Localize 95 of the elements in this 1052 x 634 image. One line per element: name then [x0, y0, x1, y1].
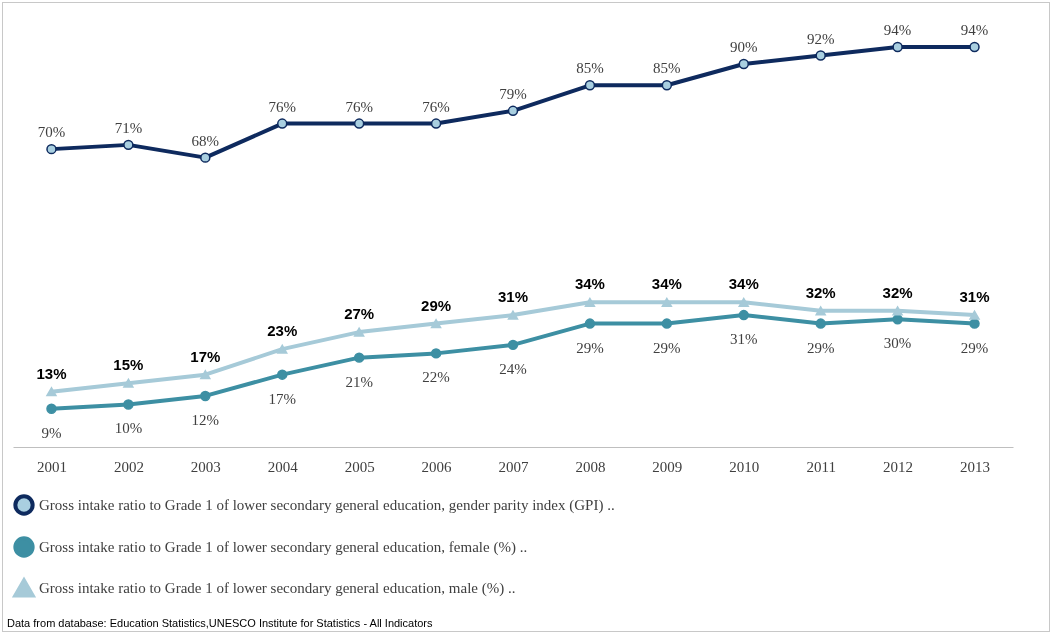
data-label: 30% [883, 335, 912, 352]
point [507, 105, 519, 117]
data-label: 32% [805, 283, 836, 301]
point [969, 41, 980, 53]
point [584, 318, 596, 329]
point [430, 118, 442, 129]
point [123, 378, 134, 388]
x-tick-label: 2013 [960, 458, 991, 475]
data-label: 10% [114, 420, 143, 437]
legend-label: Gross intake ratio to Grade 1 of lower secondary general education, male (%) .. [39, 580, 516, 597]
point [353, 327, 365, 337]
data-label: 13% [36, 364, 67, 382]
point [969, 310, 980, 320]
point [123, 399, 134, 410]
point [507, 339, 519, 351]
point [738, 58, 749, 70]
x-tick-label: 2011 [806, 458, 836, 475]
data-label: 90% [730, 39, 758, 56]
data-label: 34% [574, 275, 605, 293]
data-label: 32% [882, 283, 913, 301]
data-label: 76% [345, 98, 373, 115]
point [430, 348, 442, 359]
data-label: 94% [960, 22, 989, 38]
legend-label: Gross intake ratio to Grade 1 of lower secondary general education, gender parity index (GPI) .. [39, 497, 615, 514]
point [892, 314, 903, 325]
x-tick-label: 2007 [498, 458, 529, 475]
point [200, 152, 211, 163]
point [46, 403, 57, 414]
point [584, 80, 596, 91]
x-tick-label: 2006 [421, 458, 453, 475]
data-label: 92% [806, 30, 835, 47]
point [46, 387, 57, 397]
point [892, 41, 903, 53]
point [200, 390, 211, 402]
point [661, 80, 673, 91]
data-label: 29% [653, 339, 681, 356]
data-label: 24% [499, 360, 527, 377]
x-tick-label: 2003 [190, 458, 221, 475]
data-label: 34% [728, 275, 759, 293]
data-label: 22% [422, 369, 450, 386]
data-label: 85% [576, 60, 604, 77]
data-label: 29% [576, 339, 604, 356]
data-label: 17% [190, 347, 221, 365]
x-tick-label: 2002 [113, 458, 144, 475]
data-label: 21% [345, 373, 373, 390]
point [277, 118, 288, 129]
data-label: 85% [653, 60, 681, 77]
data-label: 9% [41, 424, 62, 441]
point [815, 318, 826, 329]
point [507, 310, 519, 320]
data-label: 76% [422, 98, 450, 115]
point [277, 344, 288, 354]
point [353, 352, 365, 363]
point [815, 306, 826, 316]
point [738, 309, 749, 321]
point [661, 297, 673, 307]
data-label: 71% [114, 119, 143, 136]
point [123, 139, 134, 151]
point [430, 318, 442, 329]
data-label: 31% [730, 331, 758, 348]
data-label: 29% [421, 296, 452, 314]
data-label: 76% [268, 98, 296, 115]
point [892, 306, 903, 316]
x-tick-label: 2012 [883, 458, 914, 475]
point [200, 370, 211, 380]
point [46, 143, 57, 155]
legend-label: Gross intake ratio to Grade 1 of lower secondary general education, female (%) .. [39, 539, 528, 556]
data-label: 23% [267, 322, 298, 340]
data-label: 79% [499, 85, 527, 102]
point [277, 369, 288, 380]
data-label: 31% [959, 288, 990, 306]
x-tick-label: 2004 [267, 458, 299, 475]
data-label: 17% [268, 390, 296, 407]
point [661, 318, 673, 329]
data-label: 15% [113, 356, 144, 374]
x-tick-label: 2010 [729, 458, 760, 475]
point [353, 118, 365, 129]
point [738, 297, 749, 307]
data-label: 12% [191, 411, 220, 428]
text: Data from database: Education Statistics,UNESCO Institute for Statistics - All Indicators [7, 617, 433, 629]
x-tick-label: 2001 [36, 458, 67, 475]
data-label: 31% [497, 288, 529, 306]
data-label: 70% [37, 124, 66, 141]
data-label: 34% [651, 275, 682, 293]
x-tick-label: 2008 [575, 458, 606, 475]
data-label: 27% [344, 305, 375, 323]
point [815, 50, 826, 61]
data-label: 94% [883, 22, 912, 38]
x-tick-label: 2005 [344, 458, 375, 475]
data-label: 29% [806, 339, 835, 356]
point [969, 318, 980, 329]
point [584, 297, 596, 307]
data-label: 29% [960, 339, 989, 356]
data-label: 68% [191, 132, 220, 149]
x-tick-label: 2009 [652, 458, 683, 475]
